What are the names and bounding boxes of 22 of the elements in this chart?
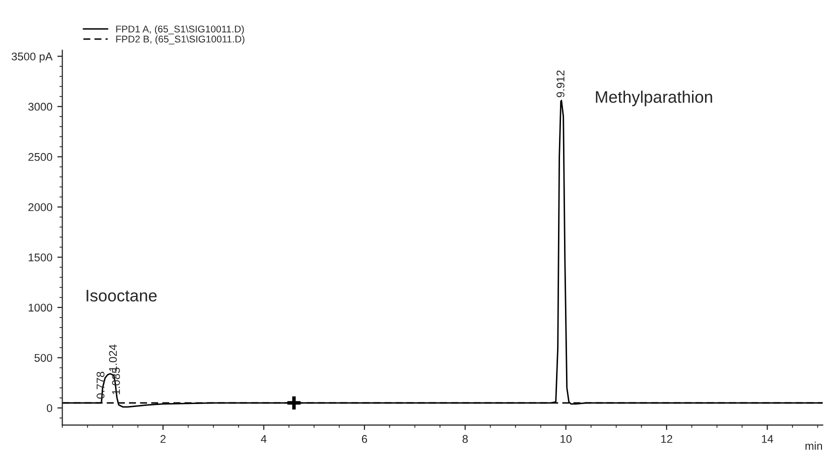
x-tick-label: 2 [160, 435, 166, 443]
x-tick-label: 12 [661, 435, 672, 443]
y-tick-label: 500 [34, 354, 52, 362]
x-tick-label: 8 [462, 435, 468, 443]
x-tick-label: 4 [260, 435, 267, 443]
legend-label: FPD2 B, (65_S1\SIG10011.D) [116, 35, 244, 44]
y-tick-label: 2500 [28, 153, 52, 161]
x-tick-label: 6 [362, 435, 368, 443]
y-tick-label: 1500 [28, 254, 52, 262]
y-tick-label: 2000 [28, 203, 52, 212]
annotation: 9.912 [556, 70, 564, 98]
legend-label: FPD1 A, (65_S1\SIG10011.D) [116, 25, 244, 34]
y-tick-label: 3000 [28, 102, 52, 111]
y-tick-label: 1000 [28, 304, 52, 312]
annotation: 0.778 [96, 372, 104, 399]
x-tick-label: 10 [560, 435, 572, 443]
annotation: Isooctane [86, 290, 157, 302]
y-tick-label: 3500 pA [12, 52, 53, 63]
x-axis-title: min [806, 442, 822, 450]
annotation: Methylparathion [596, 90, 712, 106]
y-tick-label: 0 [46, 404, 52, 412]
x-tick-label: 14 [762, 435, 774, 443]
